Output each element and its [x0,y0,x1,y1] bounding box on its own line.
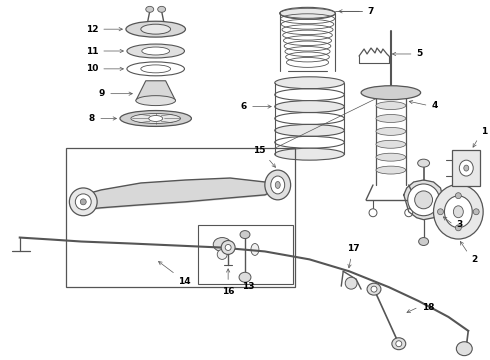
Ellipse shape [141,65,171,73]
Ellipse shape [434,184,483,239]
Ellipse shape [217,249,227,260]
Ellipse shape [275,181,280,188]
Ellipse shape [455,225,461,231]
Text: 10: 10 [86,64,98,73]
Ellipse shape [376,102,406,109]
Text: 12: 12 [86,25,98,34]
Text: 16: 16 [222,287,234,296]
Ellipse shape [131,113,180,123]
Ellipse shape [464,165,469,171]
Text: 8: 8 [89,114,95,123]
Ellipse shape [444,196,472,228]
Ellipse shape [265,170,291,200]
Ellipse shape [453,206,464,218]
Polygon shape [136,81,175,100]
Ellipse shape [376,140,406,148]
Ellipse shape [127,44,184,58]
Ellipse shape [361,86,420,100]
Ellipse shape [70,188,97,216]
Text: 17: 17 [347,244,360,253]
Ellipse shape [459,160,473,176]
Bar [452,150,480,186]
Ellipse shape [158,6,166,12]
Ellipse shape [240,231,250,239]
Ellipse shape [405,209,413,217]
Text: 15: 15 [253,146,266,155]
Ellipse shape [146,6,154,12]
Ellipse shape [371,286,377,292]
Text: 1: 1 [481,127,488,136]
Text: 18: 18 [421,302,434,311]
Polygon shape [404,180,443,220]
Ellipse shape [415,191,433,209]
Ellipse shape [239,272,251,282]
Text: 9: 9 [98,89,105,98]
Ellipse shape [80,199,86,205]
Ellipse shape [345,277,357,289]
Ellipse shape [271,176,285,194]
Ellipse shape [367,283,381,295]
Bar [198,225,293,284]
Ellipse shape [376,114,406,122]
Ellipse shape [392,338,406,350]
Ellipse shape [376,153,406,161]
Ellipse shape [251,243,259,255]
Ellipse shape [418,238,429,246]
Ellipse shape [456,342,472,356]
Ellipse shape [275,100,344,113]
Ellipse shape [275,125,344,136]
Text: 14: 14 [178,277,191,286]
Ellipse shape [376,127,406,135]
Text: 6: 6 [241,102,247,111]
Text: 3: 3 [456,220,463,229]
Ellipse shape [275,77,344,89]
Ellipse shape [213,238,231,251]
Ellipse shape [455,193,461,199]
Ellipse shape [369,209,377,217]
Ellipse shape [396,341,402,347]
Ellipse shape [149,116,163,121]
Ellipse shape [120,111,192,126]
Ellipse shape [280,7,335,19]
Text: 2: 2 [471,255,477,264]
Ellipse shape [126,21,185,37]
Text: 11: 11 [86,46,98,55]
Ellipse shape [221,240,235,255]
Ellipse shape [127,62,184,76]
Ellipse shape [275,148,344,160]
Ellipse shape [225,244,231,251]
Ellipse shape [136,96,175,105]
Bar [66,148,294,287]
Ellipse shape [408,184,440,216]
Ellipse shape [142,47,170,55]
Ellipse shape [141,24,171,34]
Text: 13: 13 [242,282,254,291]
Text: 7: 7 [367,7,373,16]
Ellipse shape [376,166,406,174]
Ellipse shape [417,159,430,167]
Text: 4: 4 [432,101,438,110]
Text: 5: 5 [416,49,423,58]
Ellipse shape [438,209,443,215]
Ellipse shape [75,194,91,210]
Ellipse shape [473,209,479,215]
